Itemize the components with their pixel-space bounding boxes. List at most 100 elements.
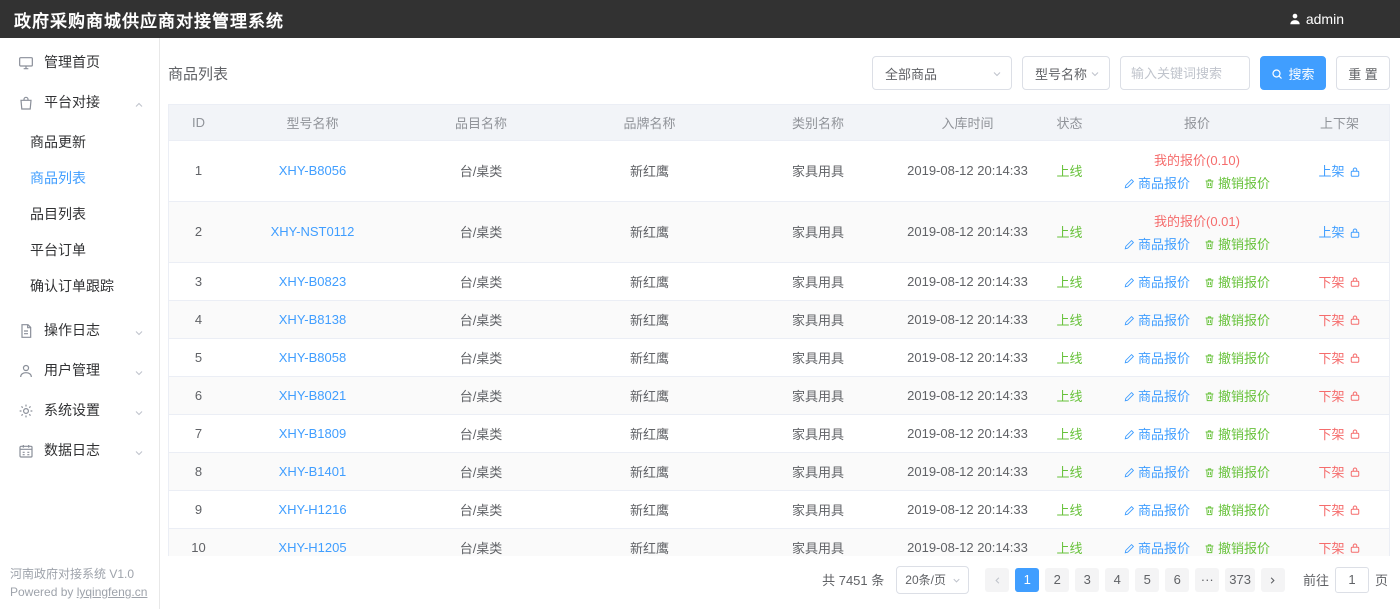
- trash-icon: [1204, 274, 1215, 289]
- model-link[interactable]: XHY-B8021: [278, 387, 347, 403]
- status-badge: 上线: [1056, 274, 1083, 290]
- model-link[interactable]: XHY-B0823: [278, 273, 347, 289]
- shelf-toggle[interactable]: 上架: [1318, 222, 1360, 241]
- chevron-right-icon: [1267, 572, 1278, 587]
- sidebar-item-operation-logs[interactable]: 操作日志: [0, 310, 159, 350]
- model-link[interactable]: XHY-H1205: [278, 539, 347, 555]
- sidebar-item-label: 管理首页: [44, 54, 100, 70]
- quote-revoke-link[interactable]: 撤销报价: [1204, 462, 1270, 481]
- col-model: 型号名称: [228, 105, 397, 141]
- shelf-label: 下架: [1318, 350, 1345, 366]
- quote-revoke-link[interactable]: 撤销报价: [1204, 538, 1270, 557]
- quote-edit-link[interactable]: 商品报价: [1124, 538, 1190, 557]
- sidebar-item-category-list[interactable]: 品目列表: [30, 206, 86, 222]
- category-select-value: 全部商品: [885, 66, 938, 82]
- search-button-label: 搜索: [1288, 66, 1315, 82]
- lock-icon: [1349, 388, 1361, 403]
- quote-revoke-link[interactable]: 撤销报价: [1204, 173, 1270, 192]
- pencil-icon: [1124, 274, 1135, 289]
- product-table: ID 型号名称 品目名称 品牌名称 类别名称 入库时间 状态 报价 上下架 1 …: [168, 104, 1390, 556]
- quote-edit-link[interactable]: 商品报价: [1124, 310, 1190, 329]
- quote-revoke-link[interactable]: 撤销报价: [1204, 386, 1270, 405]
- shelf-toggle[interactable]: 下架: [1318, 500, 1360, 519]
- status-badge: 上线: [1056, 388, 1083, 404]
- quote-edit-link[interactable]: 商品报价: [1124, 234, 1190, 253]
- cell-category-name: 家具用具: [734, 452, 902, 491]
- sidebar-item-order-tracking[interactable]: 确认订单跟踪: [30, 278, 114, 294]
- shelf-label: 下架: [1318, 312, 1345, 328]
- shelf-toggle[interactable]: 下架: [1318, 538, 1360, 557]
- reset-button[interactable]: 重 置: [1336, 56, 1390, 90]
- col-id: ID: [169, 105, 228, 141]
- page-button-3[interactable]: 3: [1075, 567, 1100, 592]
- quote-revoke-link[interactable]: 撤销报价: [1204, 424, 1270, 443]
- search-field-select[interactable]: 型号名称: [1022, 56, 1110, 90]
- model-link[interactable]: XHY-B8056: [278, 163, 347, 178]
- shelf-toggle[interactable]: 下架: [1318, 386, 1360, 405]
- quote-revoke-link[interactable]: 撤销报价: [1204, 234, 1270, 253]
- sidebar-item-platform[interactable]: 平台对接: [0, 82, 159, 122]
- sidebar-item-product-update[interactable]: 商品更新: [30, 134, 86, 150]
- app-title: 政府采购商城供应商对接管理系统: [14, 11, 284, 31]
- cell-storage-time: 2019-08-12 20:14:33: [902, 140, 1033, 202]
- quote-edit-link[interactable]: 商品报价: [1124, 272, 1190, 291]
- shelf-toggle[interactable]: 下架: [1318, 348, 1360, 367]
- quote-edit-link[interactable]: 商品报价: [1124, 173, 1190, 192]
- cell-brand-name: 新红鹰: [565, 376, 734, 415]
- page-button-last[interactable]: 373: [1225, 567, 1255, 592]
- shelf-toggle[interactable]: 上架: [1318, 161, 1360, 180]
- sidebar-item-user-management[interactable]: 用户管理: [0, 350, 159, 390]
- quote-revoke-link[interactable]: 撤销报价: [1204, 310, 1270, 329]
- document-icon: [18, 322, 34, 339]
- quote-revoke-link[interactable]: 撤销报价: [1204, 348, 1270, 367]
- page-button-2[interactable]: 2: [1045, 567, 1070, 592]
- sidebar-item-home[interactable]: 管理首页: [0, 42, 159, 82]
- vendor-link[interactable]: lyqingfeng.cn: [76, 585, 148, 599]
- model-link[interactable]: XHY-B8058: [278, 349, 347, 365]
- powered-by-label: Powered by: [10, 585, 77, 599]
- page-button-1[interactable]: 1: [1015, 567, 1040, 592]
- sidebar-item-system-settings[interactable]: 系统设置: [0, 390, 159, 430]
- lock-icon: [1349, 426, 1361, 441]
- quote-revoke-link[interactable]: 撤销报价: [1204, 272, 1270, 291]
- sidebar-item-product-list[interactable]: 商品列表: [30, 170, 86, 186]
- search-button[interactable]: 搜索: [1260, 56, 1326, 90]
- quote-edit-link[interactable]: 商品报价: [1124, 500, 1190, 519]
- goto-page-input[interactable]: [1334, 566, 1369, 593]
- model-link[interactable]: XHY-NST0112: [270, 224, 355, 239]
- cell-brand-name: 新红鹰: [565, 300, 734, 339]
- shelf-toggle[interactable]: 下架: [1318, 272, 1360, 291]
- cell-storage-time: 2019-08-12 20:14:33: [902, 452, 1033, 491]
- page-button-4[interactable]: 4: [1105, 567, 1130, 592]
- user-menu[interactable]: admin: [1288, 11, 1386, 27]
- prev-page-button[interactable]: [985, 567, 1010, 592]
- sidebar-item-platform-orders[interactable]: 平台订单: [30, 242, 86, 258]
- cell-quote: 我的报价(0.10) 商品报价 撤销报价: [1106, 140, 1288, 202]
- shelf-toggle[interactable]: 下架: [1318, 462, 1360, 481]
- pencil-icon: [1124, 236, 1135, 251]
- model-link[interactable]: XHY-B8138: [278, 311, 347, 327]
- next-page-button[interactable]: [1260, 567, 1285, 592]
- shelf-toggle[interactable]: 下架: [1318, 424, 1360, 443]
- table-row: 9 XHY-H1216 台/桌类 新红鹰 家具用具 2019-08-12 20:…: [169, 490, 1389, 529]
- sidebar-item-data-logs[interactable]: 数据日志: [0, 430, 159, 470]
- quote-edit-link[interactable]: 商品报价: [1124, 462, 1190, 481]
- lock-icon: [1349, 540, 1361, 555]
- ellipsis-pages-button[interactable]: ···: [1195, 567, 1220, 592]
- page-button-6[interactable]: 6: [1165, 567, 1190, 592]
- col-status: 状态: [1033, 105, 1106, 141]
- model-link[interactable]: XHY-H1216: [278, 501, 347, 517]
- shelf-toggle[interactable]: 下架: [1318, 310, 1360, 329]
- model-link[interactable]: XHY-B1809: [278, 425, 347, 441]
- quote-edit-link[interactable]: 商品报价: [1124, 424, 1190, 443]
- quote-edit-link[interactable]: 商品报价: [1124, 386, 1190, 405]
- search-input[interactable]: [1120, 56, 1250, 90]
- quote-revoke-link[interactable]: 撤销报价: [1204, 500, 1270, 519]
- quote-edit-link[interactable]: 商品报价: [1124, 348, 1190, 367]
- category-select[interactable]: 全部商品: [872, 56, 1012, 90]
- page-button-5[interactable]: 5: [1135, 567, 1160, 592]
- cell-id: 9: [169, 490, 228, 529]
- page-size-select[interactable]: 20条/页: [896, 565, 970, 594]
- chevron-down-icon: [133, 324, 145, 336]
- model-link[interactable]: XHY-B1401: [278, 463, 347, 479]
